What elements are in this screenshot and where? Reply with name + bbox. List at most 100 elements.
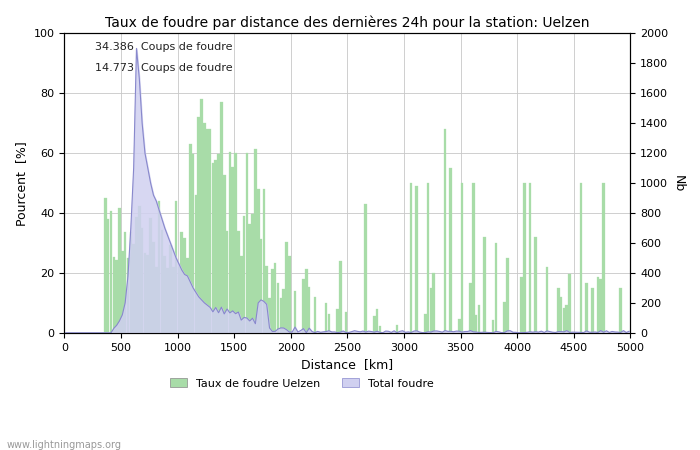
Bar: [344, 312, 347, 333]
Bar: [268, 298, 271, 333]
Bar: [262, 189, 265, 333]
Bar: [503, 302, 506, 333]
Bar: [237, 231, 239, 333]
Bar: [568, 274, 571, 333]
Bar: [365, 204, 367, 333]
Bar: [288, 256, 290, 333]
Bar: [251, 214, 254, 333]
Bar: [328, 314, 330, 333]
Bar: [211, 163, 214, 333]
Bar: [130, 232, 132, 333]
Bar: [186, 258, 189, 333]
Bar: [279, 297, 282, 333]
Bar: [121, 251, 124, 333]
Y-axis label: Pourcent  [%]: Pourcent [%]: [15, 141, 28, 225]
Bar: [172, 266, 174, 333]
Bar: [339, 261, 342, 333]
Bar: [209, 129, 211, 333]
Bar: [110, 211, 112, 333]
Bar: [546, 267, 548, 333]
Bar: [282, 289, 285, 333]
Bar: [492, 320, 494, 333]
Bar: [563, 308, 566, 333]
Bar: [302, 279, 304, 333]
Bar: [178, 267, 180, 333]
Bar: [138, 206, 141, 333]
Bar: [155, 267, 158, 333]
Bar: [229, 153, 231, 333]
Bar: [566, 305, 568, 333]
Text: 14.773  Coups de foudre: 14.773 Coups de foudre: [95, 63, 233, 73]
Bar: [458, 319, 461, 333]
Bar: [234, 153, 237, 333]
Bar: [260, 238, 262, 333]
Bar: [175, 201, 177, 333]
Bar: [276, 284, 279, 333]
Bar: [152, 242, 155, 333]
Bar: [495, 243, 497, 333]
Bar: [596, 277, 599, 333]
Bar: [265, 266, 268, 333]
Bar: [141, 228, 144, 333]
Bar: [246, 153, 248, 333]
Bar: [336, 309, 339, 333]
Bar: [294, 291, 296, 333]
Bar: [274, 263, 276, 333]
Bar: [169, 245, 172, 333]
Bar: [523, 183, 526, 333]
Bar: [444, 129, 447, 333]
Bar: [200, 99, 203, 333]
Bar: [189, 144, 192, 333]
Bar: [305, 269, 307, 333]
Bar: [325, 303, 328, 333]
Bar: [410, 183, 412, 333]
Bar: [484, 237, 486, 333]
Bar: [167, 268, 169, 333]
Title: Taux de foudre par distance des dernières 24h pour la station: Uelzen: Taux de foudre par distance des dernière…: [105, 15, 589, 30]
Bar: [116, 261, 118, 333]
Bar: [379, 326, 382, 333]
Bar: [203, 123, 206, 333]
Text: www.lightningmaps.org: www.lightningmaps.org: [7, 440, 122, 450]
Bar: [144, 253, 146, 333]
Bar: [271, 270, 274, 333]
Bar: [557, 288, 559, 333]
Bar: [243, 216, 246, 333]
Bar: [118, 208, 121, 333]
Bar: [232, 167, 234, 333]
Bar: [461, 183, 463, 333]
Y-axis label: Nb: Nb: [672, 175, 685, 192]
Bar: [113, 256, 115, 333]
Bar: [591, 288, 594, 333]
Bar: [214, 160, 217, 333]
Bar: [192, 154, 195, 333]
Bar: [469, 283, 472, 333]
Bar: [104, 198, 106, 333]
Bar: [164, 256, 166, 333]
Bar: [248, 224, 251, 333]
Bar: [602, 183, 605, 333]
Bar: [620, 288, 622, 333]
Bar: [226, 231, 228, 333]
Bar: [534, 237, 537, 333]
Bar: [376, 309, 379, 333]
Bar: [314, 297, 316, 333]
Bar: [477, 305, 480, 333]
Bar: [240, 256, 242, 333]
Bar: [149, 218, 152, 333]
Bar: [257, 189, 260, 333]
Bar: [433, 273, 435, 333]
Bar: [254, 149, 257, 333]
Bar: [528, 183, 531, 333]
Bar: [520, 277, 523, 333]
Bar: [124, 232, 127, 333]
Bar: [217, 154, 220, 333]
Bar: [560, 297, 562, 333]
Bar: [395, 324, 398, 333]
Bar: [181, 232, 183, 333]
Bar: [160, 230, 163, 333]
Bar: [599, 279, 602, 333]
Text: 34.386  Coups de foudre: 34.386 Coups de foudre: [95, 42, 233, 53]
Bar: [223, 175, 225, 333]
Bar: [132, 244, 135, 333]
